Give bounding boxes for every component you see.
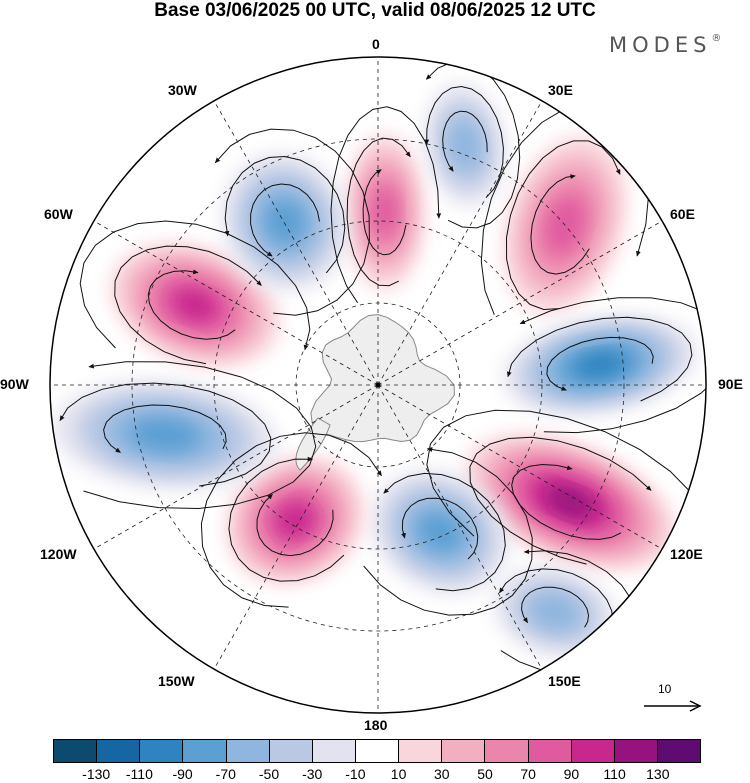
colorbar-bin (226, 740, 270, 762)
colorbar (53, 739, 701, 763)
colorbar-bin (54, 740, 98, 762)
south-pole-marker (375, 382, 381, 388)
colorbar-tick-label: 130 (646, 766, 670, 782)
colorbar-bin (571, 740, 615, 762)
meridian-line (213, 100, 379, 386)
landmass (295, 314, 455, 471)
colorbar-bin (399, 740, 443, 762)
brand-name: MODES (609, 33, 712, 57)
colorbar-bin (183, 740, 227, 762)
streamline (519, 297, 706, 434)
colorbar-tick-label: 90 (563, 766, 580, 782)
lon-label-60e: 60E (670, 206, 695, 222)
meridian-line (93, 384, 379, 550)
anomaly-positive-65w (109, 242, 281, 368)
meridian-line (377, 100, 543, 386)
colorbar-tick-label: -30 (302, 766, 323, 782)
colorbar-tick-label: 10 (390, 766, 407, 782)
lon-label-30w: 30W (168, 82, 197, 98)
lon-label-90w: 90W (0, 376, 29, 392)
meridian-line (93, 220, 379, 386)
colorbar-tick-label: 70 (520, 766, 536, 782)
reference-vector-value: 10 (658, 682, 672, 696)
streamline (362, 169, 407, 256)
modes-logo: MODES® (609, 33, 721, 57)
map-border (49, 56, 707, 714)
meridian-line (377, 384, 543, 670)
colorbar-bin (528, 740, 572, 762)
streamline (546, 336, 654, 391)
anomaly-positive-0 (345, 134, 425, 290)
lon-label-150w: 150W (158, 673, 195, 689)
colorbar-bin (614, 740, 658, 762)
lon-label-120w: 120W (40, 546, 77, 562)
anomaly-negative-100w (53, 380, 277, 490)
streamline (424, 85, 504, 198)
colorbar-tick-label: -10 (345, 766, 366, 782)
streamline (250, 183, 320, 257)
streamline (103, 404, 227, 453)
meridian-line (377, 384, 663, 550)
lon-label-30e: 30E (548, 82, 573, 98)
streamline (383, 472, 506, 592)
streamline (147, 269, 236, 340)
colorbar-bin (312, 740, 356, 762)
registered-mark: ® (711, 33, 722, 44)
streamline (469, 436, 652, 565)
lon-label-120e: 120E (670, 546, 703, 562)
graticule (50, 57, 706, 713)
streamline (401, 497, 479, 560)
streamline (330, 106, 442, 304)
colorbar-tick-label: 50 (477, 766, 493, 782)
anomaly-positive-145w (225, 455, 365, 585)
colorbar-tick-label: -70 (215, 766, 236, 782)
streamline (228, 456, 345, 582)
map-title: Base 03/06/2025 00 UTC, valid 08/06/2025… (154, 0, 596, 21)
anomaly-negative-75e (503, 314, 697, 416)
lon-label-60w: 60W (44, 206, 73, 222)
colorbar-tick-label: -110 (125, 766, 153, 782)
streamline (363, 447, 533, 616)
antarctica-landmass (310, 314, 455, 443)
colorbar-bin (442, 740, 486, 762)
antarctic-peninsula (295, 417, 331, 471)
streamline (200, 432, 382, 608)
streamline (83, 361, 317, 510)
reference-vector-arrow (644, 700, 702, 712)
lon-label-0: 0 (372, 36, 380, 52)
colorbar-tick-label: -130 (82, 766, 111, 782)
meridian-line (377, 220, 663, 386)
anomaly-negative-145e (371, 470, 509, 594)
lon-label-90e: 90E (718, 376, 743, 392)
colorbar-bin (657, 740, 701, 762)
colorbar-tick-label: -50 (258, 766, 280, 782)
streamline (79, 220, 311, 351)
colorbar-bin (269, 740, 313, 762)
meridian-line (213, 384, 379, 670)
latitude-circle (131, 138, 625, 632)
lon-label-180: 180 (364, 717, 388, 733)
streamline (214, 128, 370, 316)
streamline (346, 137, 411, 287)
colorbar-tick-label: -90 (172, 766, 193, 782)
streamline (521, 586, 590, 628)
streamline (59, 382, 272, 487)
colorbar-bin (140, 740, 184, 762)
colorbar-bin (355, 740, 400, 762)
lon-label-150e: 150E (548, 673, 581, 689)
streamline (505, 140, 621, 311)
colorbar-tick-label: 110 (603, 766, 626, 782)
anomaly-negative-35w (222, 152, 348, 292)
streamline (114, 245, 262, 365)
streamline (506, 316, 693, 402)
streamline (442, 110, 488, 172)
colorbar-tick-label: 30 (434, 766, 450, 782)
colorbar-bin (97, 740, 141, 762)
streamline (530, 174, 590, 275)
streamline (224, 155, 346, 274)
colorbar-bin (485, 740, 529, 762)
